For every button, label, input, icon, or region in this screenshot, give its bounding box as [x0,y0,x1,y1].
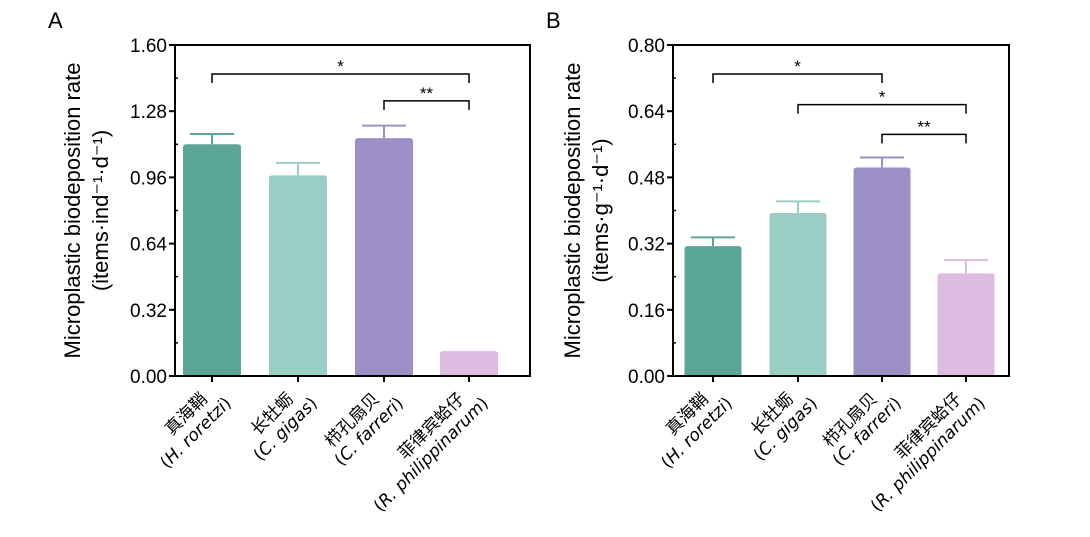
y-tick-label: 0.00 [130,367,167,388]
y-axis-title: Microplastic biodeposition rate [60,63,85,359]
significance-label: * [879,88,886,107]
y-tick-label: 0.00 [628,367,665,388]
y-axis-unit: (items·ind⁻¹·d⁻¹) [88,130,113,291]
x-tick-label: 栉孔扇贝(C. farreri) [321,389,407,470]
y-tick-label: 0.80 [628,36,665,57]
significance-bracket [712,73,883,83]
significance-label: ** [420,84,434,103]
panel-letter: A [48,8,63,33]
significance-label: * [794,57,801,76]
y-tick-label: 1.60 [130,36,167,57]
y-tick-label: 0.64 [628,102,665,123]
x-tick-label: 栉孔扇贝(C. farreri) [819,389,905,470]
bar [853,167,911,376]
y-tick-label: 1.28 [130,102,167,123]
x-tick-label: 真海鞘(H. roretzi) [156,389,235,472]
significance-label: ** [917,117,931,136]
panel-a: A Microplastic biodeposition rate (items·i… [48,8,531,516]
significance-label: * [337,57,344,76]
y-axis-unit: (items·g⁻¹·d⁻¹) [588,138,613,282]
x-tick-label: 长牡蛎(C. gigas) [247,389,321,465]
x-tick-label: 真海鞘(H. roretzi) [657,389,736,472]
significance-bracket [211,73,470,83]
significance-bracket [797,103,967,114]
y-tick-label: 0.32 [130,301,167,322]
y-tick-label: 0.16 [628,301,665,322]
bar [269,175,327,376]
panel-letter: B [546,8,561,33]
y-tick-label: 0.48 [628,168,665,189]
x-tick-label: 长牡蛎(C. gigas) [747,389,821,465]
bar [684,246,742,376]
bar [183,144,241,376]
bar [769,212,827,376]
y-tick-label: 0.96 [130,168,167,189]
significance-bracket [383,100,470,110]
y-tick-label: 0.32 [628,235,665,256]
bar [355,138,413,376]
y-tick-label: 0.64 [130,235,167,256]
bar [440,351,498,376]
bar [937,273,995,376]
panel-b: B Microplastic biodeposition rate (items·g… [546,8,1010,516]
y-axis-title: Microplastic biodeposition rate [560,63,585,359]
significance-bracket [881,133,967,144]
